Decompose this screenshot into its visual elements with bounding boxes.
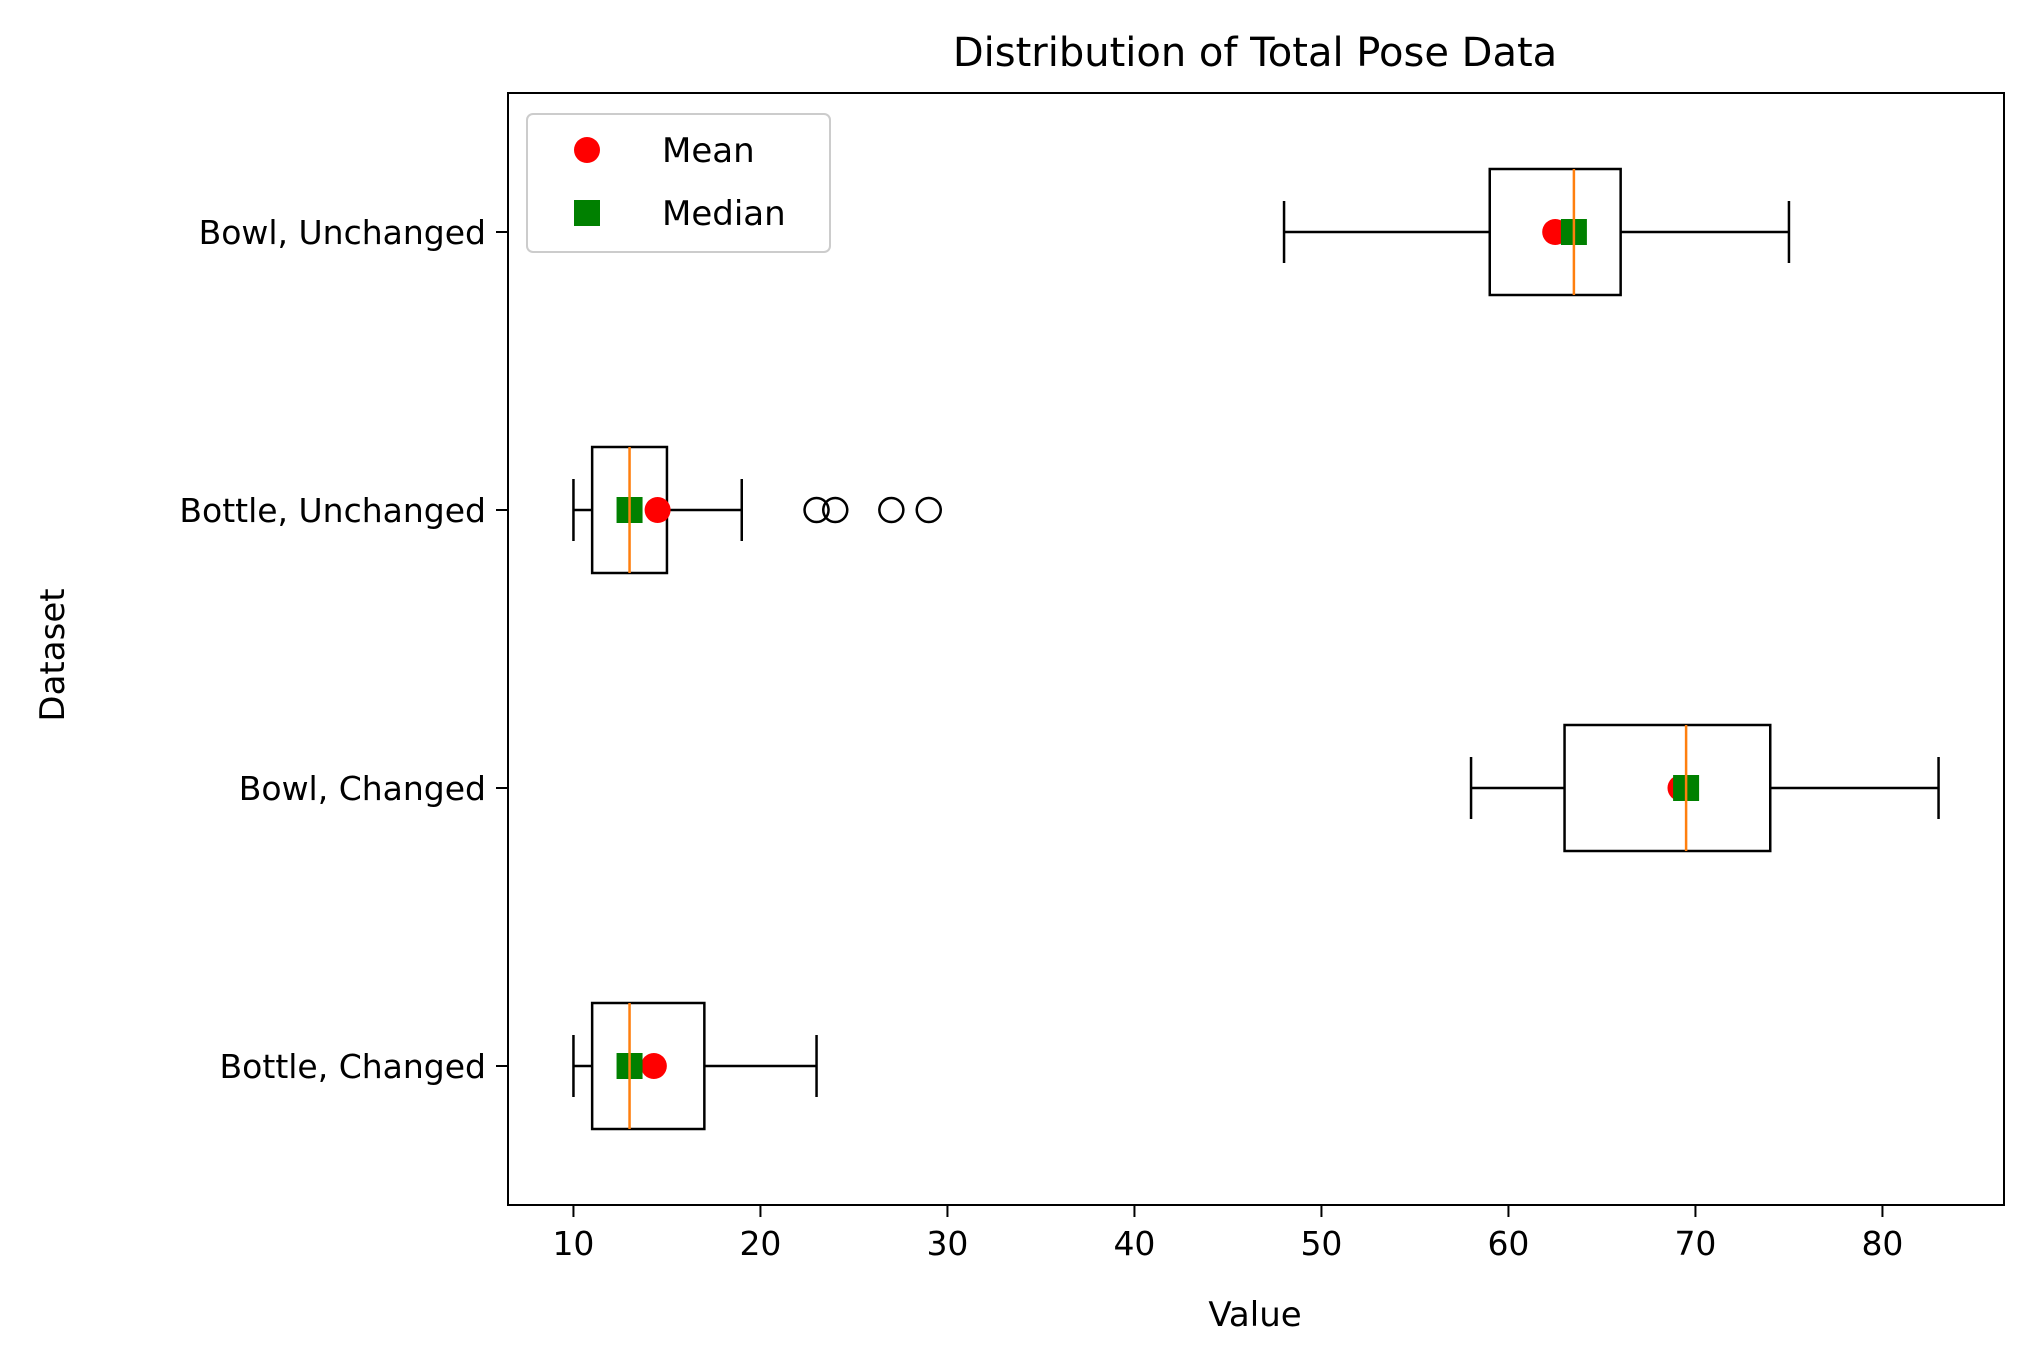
outlier-point (803, 496, 830, 524)
legend-median-marker (574, 200, 600, 226)
outlier-point (878, 496, 905, 524)
outlier-point (915, 496, 942, 524)
x-tick-label: 20 (739, 1224, 781, 1263)
x-tick-label: 30 (926, 1224, 968, 1263)
x-axis: 10 20 30 40 50 60 70 80 (552, 1205, 1903, 1263)
x-axis-label: Value (1208, 1295, 1301, 1335)
box-group (572, 445, 942, 575)
box-group (1282, 167, 1791, 297)
y-axis: Bottle, Changed Bowl, Changed Bottle, Unch… (179, 213, 508, 1086)
y-axis-label: Dataset (33, 588, 73, 721)
box (1563, 723, 1772, 853)
legend-frame (526, 113, 831, 253)
legend-median-label: Median (662, 194, 786, 234)
plot-area (572, 167, 1940, 1131)
x-tick-label: 80 (1861, 1224, 1903, 1263)
box (1488, 167, 1622, 297)
box (590, 1001, 706, 1131)
box-group (1469, 723, 1940, 853)
mean-marker (640, 1053, 667, 1079)
x-tick-label: 60 (1487, 1224, 1529, 1263)
mean-marker (644, 497, 671, 523)
box-group (572, 1001, 818, 1131)
x-tick-label: 50 (1300, 1224, 1342, 1263)
legend-mean-label: Mean (662, 131, 755, 171)
y-tick-label: Bottle, Unchanged (179, 491, 486, 530)
legend: Mean Median (526, 113, 831, 253)
x-tick-label: 40 (1113, 1224, 1155, 1263)
y-tick-label: Bowl, Changed (239, 769, 486, 808)
plot-frame (507, 92, 2005, 1206)
y-tick-label: Bowl, Unchanged (199, 213, 486, 252)
chart-title: Distribution of Total Pose Data (953, 30, 1557, 76)
legend-mean-marker (574, 137, 600, 163)
y-tick-label: Bottle, Changed (220, 1047, 486, 1086)
x-tick-label: 10 (552, 1224, 594, 1263)
x-tick-label: 70 (1674, 1224, 1716, 1263)
outlier-point (822, 496, 849, 524)
